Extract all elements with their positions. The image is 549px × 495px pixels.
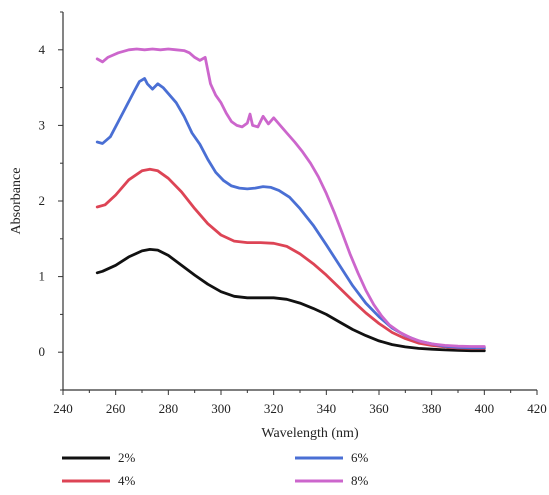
y-tick-label: 0 [39, 344, 46, 359]
x-tick-label: 240 [53, 401, 73, 416]
series-line-8pct [95, 47, 486, 348]
x-tick-label: 260 [106, 401, 126, 416]
axes: 240 260 280 300 320 340 360 380 400 420 0 1 2 3 4 [39, 11, 547, 416]
x-tick-label: 340 [317, 401, 337, 416]
y-tick-label: 2 [39, 193, 46, 208]
legend-label-2pct: 2% [118, 450, 136, 465]
legend-label-4pct: 4% [118, 473, 136, 488]
x-tick-label: 300 [211, 401, 231, 416]
x-tick-label: 360 [369, 401, 389, 416]
series-layer [95, 47, 486, 353]
series-line-4pct [95, 167, 486, 350]
y-axis-title: Absorbance [9, 168, 24, 235]
legend-label-6pct: 6% [351, 450, 369, 465]
x-axis-title: Wavelength (nm) [261, 426, 359, 441]
x-tick-label: 320 [264, 401, 284, 416]
x-tick-label: 400 [475, 401, 495, 416]
x-tick-label: 280 [159, 401, 179, 416]
y-tick-label: 1 [39, 269, 46, 284]
y-tick-label: 3 [39, 117, 46, 132]
series-line-2pct [95, 248, 486, 353]
x-tick-label: 420 [527, 401, 547, 416]
y-tick-label: 4 [39, 42, 46, 57]
series-line-6pct [95, 77, 486, 350]
x-tick-label: 380 [422, 401, 442, 416]
legend-label-8pct: 8% [351, 473, 369, 488]
legend: 2% 4% 6% 8% [62, 450, 369, 488]
